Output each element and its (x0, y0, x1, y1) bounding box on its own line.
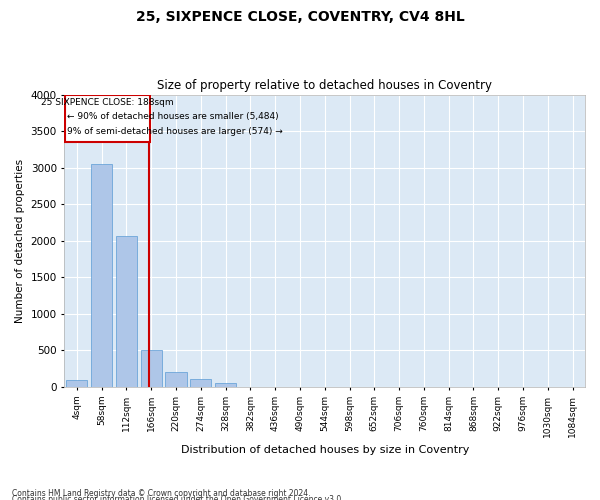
Bar (65, 94, 151, 142)
Bar (190, 379, 211, 387)
Bar (215, 382, 236, 387)
X-axis label: Distribution of detached houses by size in Coventry: Distribution of detached houses by size … (181, 445, 469, 455)
Bar (166, 372, 187, 387)
Text: 25, SIXPENCE CLOSE, COVENTRY, CV4 8HL: 25, SIXPENCE CLOSE, COVENTRY, CV4 8HL (136, 10, 464, 24)
Text: 25 SIXPENCE CLOSE: 188sqm: 25 SIXPENCE CLOSE: 188sqm (41, 98, 174, 107)
Y-axis label: Number of detached properties: Number of detached properties (15, 158, 25, 323)
Text: Contains HM Land Registry data © Crown copyright and database right 2024.: Contains HM Land Registry data © Crown c… (12, 488, 311, 498)
Text: Contains public sector information licensed under the Open Government Licence v3: Contains public sector information licen… (12, 495, 344, 500)
Text: ← 90% of detached houses are smaller (5,484): ← 90% of detached houses are smaller (5,… (67, 112, 278, 122)
Text: 9% of semi-detached houses are larger (574) →: 9% of semi-detached houses are larger (5… (67, 126, 283, 136)
Bar (140, 350, 162, 387)
Bar (91, 164, 112, 387)
Bar (116, 236, 137, 387)
Bar (67, 380, 88, 387)
Title: Size of property relative to detached houses in Coventry: Size of property relative to detached ho… (157, 79, 492, 92)
